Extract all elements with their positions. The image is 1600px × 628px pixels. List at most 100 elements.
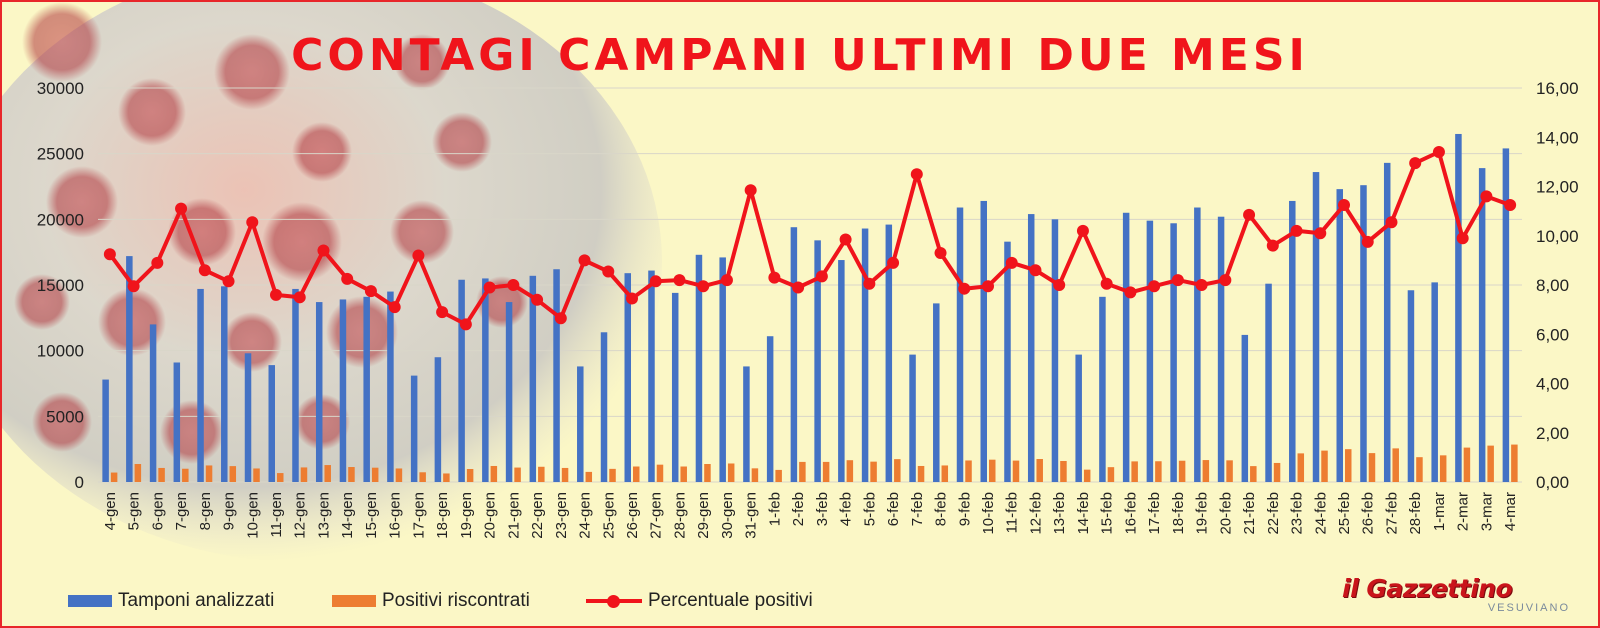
bar-positivi: [395, 468, 403, 482]
bar-tamponi: [743, 366, 750, 482]
x-tick-label: 4-mar: [1502, 492, 1519, 531]
bar-tamponi: [221, 286, 228, 482]
point-percentuale: [1100, 277, 1113, 290]
x-tick-label: 17-gen: [410, 492, 427, 539]
x-tick-label: 23-gen: [553, 492, 570, 539]
legend-item-tamponi: Tamponi analizzati: [68, 590, 274, 612]
bar-positivi: [799, 461, 806, 482]
bar-tamponi: [838, 260, 845, 482]
point-percentuale: [1314, 227, 1327, 240]
x-tick-label: 16-gen: [387, 492, 404, 539]
x-tick-label: 9-feb: [956, 492, 973, 526]
y-tick-label: 10000: [37, 342, 84, 361]
bar-tamponi: [482, 278, 489, 482]
bar-tamponi: [695, 254, 703, 482]
bar-tamponi: [766, 336, 774, 482]
virus-blob: [262, 202, 342, 282]
bar-tamponi: [315, 302, 323, 482]
point-percentuale: [459, 318, 472, 331]
bar-tamponi: [1122, 212, 1130, 482]
point-percentuale: [317, 244, 330, 257]
chart-title: CONTAGI CAMPANI ULTIMI DUE MESI: [291, 30, 1309, 81]
x-tick-label: 1-feb: [766, 492, 783, 526]
virus-blob: [32, 392, 92, 452]
bar-tamponi: [790, 227, 798, 482]
bar-tamponi: [1099, 296, 1106, 482]
y-tick-label: 20000: [37, 210, 84, 229]
y2-tick-label: 14,00: [1536, 128, 1579, 147]
point-percentuale: [246, 216, 259, 229]
left-axis: 0 5000 10000 15000 20000 25000 30000: [37, 79, 84, 492]
bar-positivi: [1178, 460, 1186, 482]
point-percentuale: [293, 291, 306, 304]
logo-gazzettino: il Gazzettino VESUVIANO: [1342, 574, 1572, 614]
point-percentuale: [175, 202, 188, 215]
point-percentuale: [792, 281, 805, 294]
x-tick-label: 3-mar: [1478, 492, 1495, 531]
y-tick-label: 30000: [37, 79, 84, 98]
bar-positivi: [727, 463, 735, 482]
x-tick-label: 20-feb: [1217, 492, 1234, 535]
bar-positivi: [846, 460, 854, 482]
point-percentuale: [222, 275, 235, 288]
x-tick-label: 15-feb: [1099, 492, 1116, 535]
bar-positivi: [680, 466, 687, 482]
bar-tamponi: [410, 375, 418, 482]
bar-positivi: [1368, 453, 1376, 482]
point-percentuale: [1053, 279, 1066, 291]
point-percentuale: [341, 272, 354, 285]
gridlines: [98, 87, 1522, 483]
x-tick-label: 24-feb: [1312, 492, 1329, 535]
point-percentuale: [1361, 235, 1374, 248]
bar-positivi: [158, 467, 165, 482]
bar-positivi: [1250, 466, 1257, 482]
virus-blob: [394, 34, 450, 90]
legend-swatch-tamponi: [68, 595, 112, 607]
bar-tamponi: [980, 200, 987, 483]
x-tick-label: 12-gen: [292, 492, 309, 539]
x-tick-label: 24-gen: [577, 492, 594, 539]
x-axis: 4-gen 5-gen 6-gen 7-gen 8-gen 9-gen 10-gen 11-g…: [102, 492, 1519, 539]
point-percentuale: [744, 184, 757, 197]
y2-tick-label: 16,00: [1536, 79, 1579, 98]
point-percentuale: [839, 233, 852, 246]
bar-positivi: [894, 459, 901, 482]
point-percentuale: [768, 271, 781, 284]
bar-tamponi: [1407, 290, 1415, 482]
x-tick-label: 2-feb: [790, 492, 807, 526]
bar-tamponi: [671, 292, 679, 482]
point-percentuale: [1266, 239, 1279, 252]
legend-item-positivi: Positivi riscontrati: [332, 590, 530, 612]
point-percentuale: [1385, 216, 1398, 229]
bar-positivi: [443, 473, 450, 482]
bar-positivi: [1226, 460, 1233, 482]
bar-tamponi: [1431, 282, 1438, 482]
bar-positivi: [1416, 457, 1423, 482]
point-percentuale: [1338, 198, 1350, 211]
bar-positivi: [466, 468, 474, 482]
point-percentuale: [887, 256, 900, 269]
bar-tamponi: [363, 296, 370, 482]
x-tick-label: 4-feb: [838, 492, 855, 526]
y-tick-label: 15000: [37, 276, 84, 295]
x-tick-label: 10-gen: [244, 492, 261, 539]
point-percentuale: [982, 280, 994, 293]
point-percentuale: [1504, 198, 1517, 211]
bar-tamponi: [1146, 220, 1154, 482]
y-tick-label: 5000: [46, 407, 84, 426]
series-percentuale-line: [103, 146, 1517, 331]
bar-tamponi: [1027, 214, 1035, 482]
bar-positivi: [1321, 450, 1328, 482]
bar-tamponi: [861, 228, 869, 482]
x-tick-label: 20-gen: [482, 492, 499, 539]
point-percentuale: [1456, 232, 1469, 245]
bar-positivi: [1511, 444, 1518, 482]
virus-blob: [214, 34, 290, 110]
bar-tamponi: [434, 357, 442, 482]
bar-tamponi: [933, 303, 940, 482]
bar-tamponi: [1478, 168, 1486, 482]
bar-positivi: [585, 471, 593, 482]
point-percentuale: [364, 285, 377, 298]
point-percentuale: [1432, 146, 1445, 159]
bar-positivi: [822, 461, 830, 482]
